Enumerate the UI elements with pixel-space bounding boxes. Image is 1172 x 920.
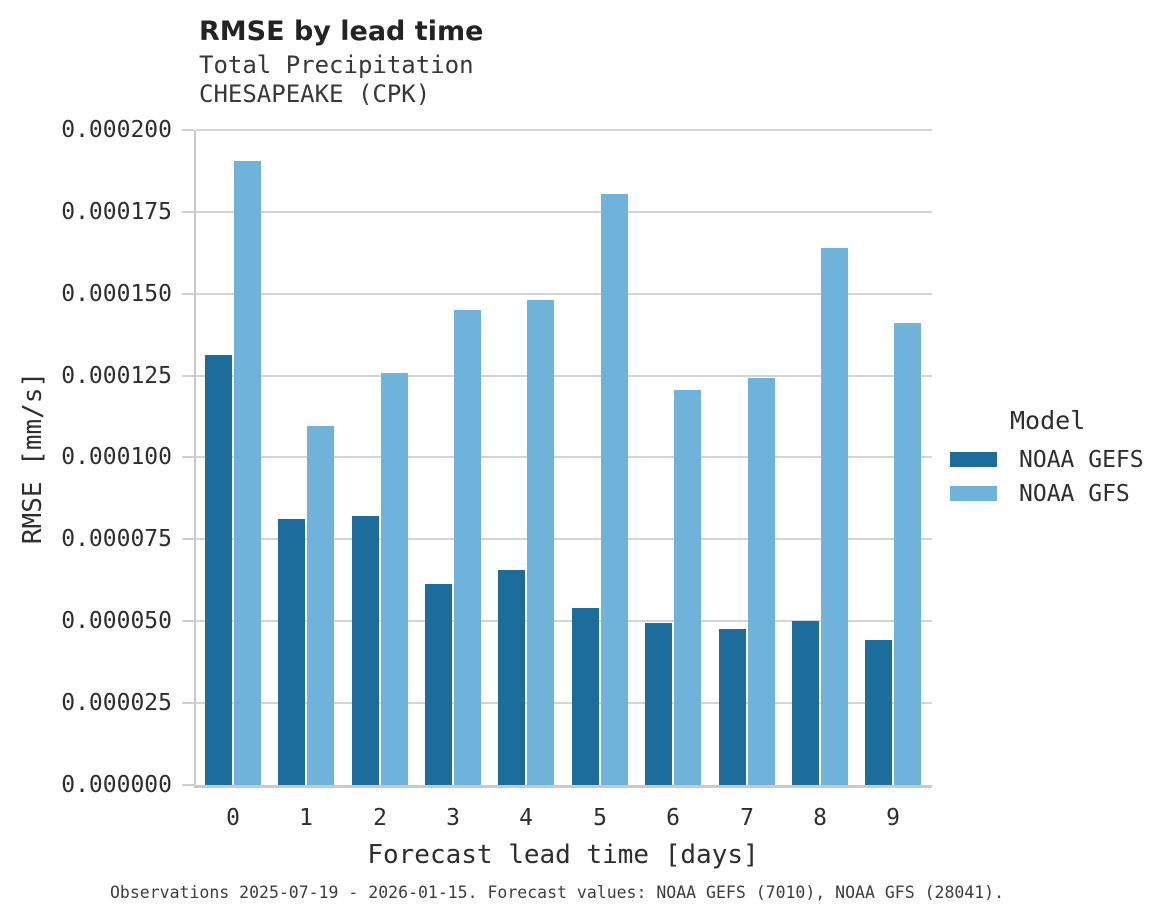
bar-noaa-gefs-day-9 — [865, 640, 892, 785]
bar-noaa-gfs-day-1 — [307, 426, 334, 785]
y-axis-tick-mark — [182, 129, 194, 131]
y-axis-tick-label: 0.000150 — [61, 281, 172, 307]
bar-noaa-gefs-day-8 — [792, 621, 819, 785]
bar-noaa-gfs-day-2 — [381, 373, 408, 785]
x-axis-tick-label: 8 — [813, 805, 827, 831]
bar-noaa-gefs-day-4 — [498, 570, 525, 785]
y-axis-tick-label: 0.000000 — [61, 772, 172, 798]
y-axis-tick-label: 0.000050 — [61, 608, 172, 634]
x-axis-title: Forecast lead time [days] — [367, 840, 759, 870]
legend-swatch-icon — [950, 452, 997, 467]
y-axis-tick-mark — [182, 620, 194, 622]
bar-noaa-gfs-day-8 — [821, 248, 848, 785]
y-axis-tick-label: 0.000200 — [61, 117, 172, 143]
bar-noaa-gfs-day-5 — [601, 194, 628, 785]
y-axis-tick-mark — [182, 702, 194, 704]
y-axis-tick-label: 0.000075 — [61, 526, 172, 552]
y-axis-tick-mark — [182, 211, 194, 213]
x-axis-tick-label: 6 — [666, 805, 680, 831]
x-axis-tick-label: 5 — [593, 805, 607, 831]
bar-noaa-gefs-day-6 — [645, 623, 672, 785]
y-axis-tick-label: 0.000100 — [61, 444, 172, 470]
chart-title: RMSE by lead time — [199, 16, 484, 47]
bar-noaa-gfs-day-7 — [748, 378, 775, 785]
bar-noaa-gfs-day-0 — [234, 161, 261, 785]
legend-item: NOAA GFS — [950, 480, 1172, 507]
gridline — [196, 538, 932, 540]
chart-subtitle-line-1: Total Precipitation — [199, 51, 474, 79]
bar-noaa-gfs-day-3 — [454, 310, 481, 785]
x-axis-tick-label: 7 — [740, 805, 754, 831]
y-axis-tick-mark — [182, 375, 194, 377]
legend-item: NOAA GEFS — [950, 446, 1172, 473]
x-axis-tick-label: 4 — [519, 805, 533, 831]
bar-noaa-gfs-day-4 — [527, 300, 554, 785]
chart-subtitle-line-2: CHESAPEAKE (CPK) — [199, 80, 431, 108]
legend-swatch-icon — [950, 486, 997, 501]
bar-noaa-gefs-day-3 — [425, 584, 452, 785]
bar-noaa-gefs-day-1 — [278, 519, 305, 785]
gridline — [196, 129, 932, 131]
bar-noaa-gefs-day-7 — [719, 629, 746, 785]
legend-item-label: NOAA GFS — [1019, 480, 1130, 507]
y-axis-tick-label: 0.000025 — [61, 690, 172, 716]
left-axis-spine — [194, 130, 196, 788]
legend-title: Model — [1010, 406, 1086, 435]
bar-noaa-gefs-day-5 — [572, 608, 599, 785]
y-axis-tick-label: 0.000125 — [61, 363, 172, 389]
bottom-axis-spine — [194, 785, 932, 788]
gridline — [196, 293, 932, 295]
legend: Model NOAA GEFS NOAA GFS — [950, 406, 1172, 516]
gridline — [196, 211, 932, 213]
bar-noaa-gfs-day-6 — [674, 390, 701, 785]
gridline — [196, 620, 932, 622]
bar-noaa-gefs-day-2 — [352, 516, 379, 785]
footer-note: Observations 2025-07-19 - 2026-01-15. Fo… — [110, 883, 1005, 902]
y-axis-tick-label: 0.000175 — [61, 199, 172, 225]
gridline — [196, 702, 932, 704]
x-axis-tick-label: 3 — [446, 805, 460, 831]
y-axis-tick-mark — [182, 784, 194, 786]
y-axis-tick-mark — [182, 538, 194, 540]
legend-item-label: NOAA GEFS — [1019, 446, 1144, 473]
x-axis-tick-label: 0 — [226, 805, 240, 831]
x-axis-tick-label: 1 — [299, 805, 313, 831]
y-axis-tick-mark — [182, 293, 194, 295]
gridline — [196, 375, 932, 377]
y-axis-tick-mark — [182, 456, 194, 458]
legend-items: NOAA GEFS NOAA GFS — [950, 446, 1172, 507]
bar-noaa-gfs-day-9 — [894, 323, 921, 785]
x-axis-tick-label: 2 — [373, 805, 387, 831]
plot-area — [196, 130, 930, 785]
x-axis-tick-label: 9 — [886, 805, 900, 831]
gridline — [196, 456, 932, 458]
bar-noaa-gefs-day-0 — [205, 355, 232, 785]
chart-subtitle: Total Precipitation CHESAPEAKE (CPK) — [199, 51, 474, 109]
